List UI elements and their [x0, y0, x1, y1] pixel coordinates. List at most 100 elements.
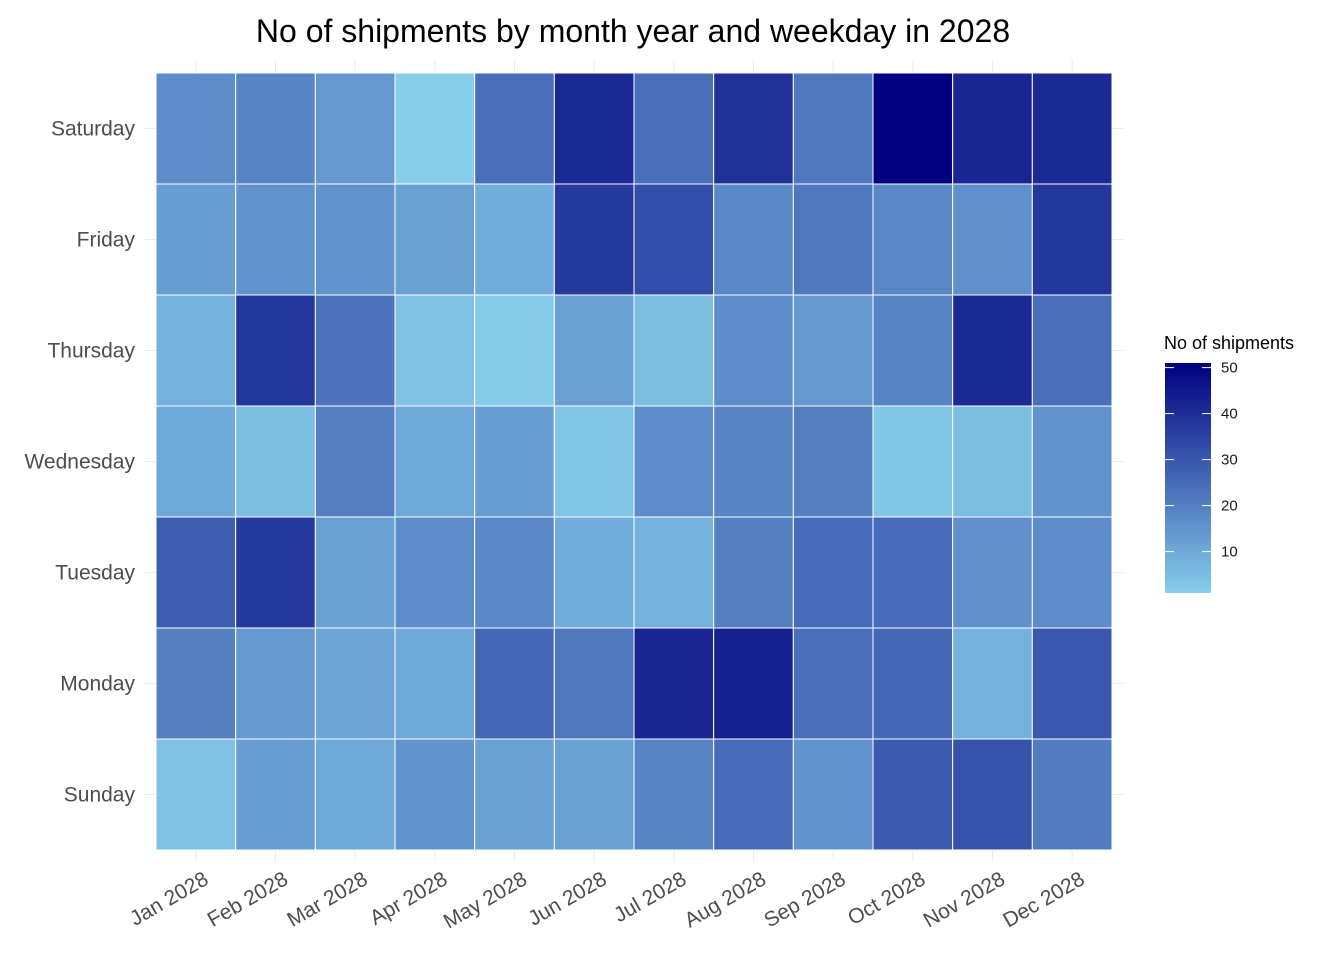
heatmap-cell — [633, 405, 715, 518]
legend-tick-label: 30 — [1221, 452, 1238, 469]
heatmap-cell — [314, 627, 396, 740]
heatmap-cells — [155, 72, 1113, 851]
heatmap-cell — [314, 72, 396, 185]
heatmap-cell — [553, 294, 635, 407]
heatmap-cell — [155, 183, 237, 296]
y-tick-label: Monday — [60, 673, 135, 696]
heatmap-cell — [952, 294, 1033, 407]
heatmap-cell — [633, 183, 715, 296]
legend-tick-label: 50 — [1221, 360, 1238, 377]
x-tick-label: Feb 2028 — [204, 867, 292, 931]
y-tick-label: Wednesday — [24, 451, 135, 474]
heatmap-cell — [713, 627, 794, 740]
heatmap-cell — [952, 72, 1033, 185]
heatmap-cell — [553, 627, 635, 740]
heatmap-cell — [394, 72, 476, 185]
x-tick-label: Dec 2028 — [999, 867, 1088, 932]
y-tick-label: Thursday — [47, 340, 135, 363]
heatmap-cell — [792, 627, 874, 740]
heatmap-cell — [713, 72, 794, 185]
heatmap-cell — [394, 405, 476, 518]
heatmap-cell — [235, 183, 316, 296]
heatmap-cell — [474, 738, 555, 851]
heatmap-cell — [1031, 738, 1113, 851]
legend-tick-label: 10 — [1221, 544, 1238, 561]
legend-tick-label: 40 — [1221, 406, 1238, 423]
heatmap-cell — [314, 516, 396, 629]
heatmap-cell — [394, 183, 476, 296]
heatmap-cell — [872, 183, 954, 296]
heatmap-cell — [952, 183, 1033, 296]
x-tick-label: Nov 2028 — [920, 867, 1009, 932]
heatmap-cell — [235, 516, 316, 629]
x-tick-label: Jan 2028 — [126, 867, 212, 930]
heatmap-cell — [952, 405, 1033, 518]
heatmap-cell — [1031, 405, 1113, 518]
heatmap-cell — [1031, 294, 1113, 407]
heatmap-cell — [872, 72, 954, 185]
heatmap-cell — [474, 627, 555, 740]
heatmap-cell — [155, 738, 237, 851]
heatmap-cell — [474, 72, 555, 185]
y-tick-label: Saturday — [51, 118, 136, 141]
legend-colorbar — [1165, 363, 1211, 593]
heatmap-cell — [792, 738, 874, 851]
heatmap-cell — [1031, 72, 1113, 185]
heatmap-cell — [633, 738, 715, 851]
heatmap-cell — [633, 627, 715, 740]
heatmap-cell — [792, 516, 874, 629]
heatmap-cell — [314, 738, 396, 851]
heatmap-cell — [872, 738, 954, 851]
x-tick-label: Jul 2028 — [610, 867, 690, 927]
heatmap-cell — [314, 405, 396, 518]
x-tick-label: Aug 2028 — [681, 867, 770, 932]
heatmap-cell — [394, 516, 476, 629]
heatmap-cell — [872, 627, 954, 740]
color-legend: No of shipments 10 20 30 40 50 — [1164, 333, 1294, 593]
heatmap-cell — [553, 183, 635, 296]
heatmap-cell — [235, 405, 316, 518]
heatmap-cell — [474, 405, 555, 518]
x-tick-label: Sep 2028 — [760, 867, 849, 932]
heatmap-cell — [394, 294, 476, 407]
x-tick-label: Apr 2028 — [366, 867, 451, 930]
chart-title: No of shipments by month year and weekda… — [256, 13, 1010, 49]
heatmap-cell — [872, 516, 954, 629]
heatmap-cell — [394, 738, 476, 851]
heatmap-cell — [155, 294, 237, 407]
y-tick-label: Friday — [77, 229, 136, 252]
heatmap-cell — [314, 183, 396, 296]
heatmap-cell — [1031, 183, 1113, 296]
heatmap-cell — [952, 516, 1033, 629]
heatmap-cell — [394, 627, 476, 740]
heatmap-cell — [1031, 516, 1113, 629]
legend-tick-label: 20 — [1221, 498, 1238, 515]
heatmap-cell — [235, 627, 316, 740]
heatmap-cell — [713, 294, 794, 407]
heatmap-cell — [1031, 627, 1113, 740]
heatmap-cell — [553, 405, 635, 518]
x-tick-label: Oct 2028 — [844, 867, 929, 930]
heatmap-cell — [474, 294, 555, 407]
heatmap-cell — [792, 405, 874, 518]
heatmap-cell — [633, 72, 715, 185]
heatmap-cell — [952, 738, 1033, 851]
x-tick-label: Mar 2028 — [283, 867, 371, 931]
heatmap-cell — [474, 183, 555, 296]
heatmap-cell — [952, 627, 1033, 740]
heatmap-cell — [792, 183, 874, 296]
y-tick-label: Sunday — [64, 784, 136, 807]
y-axis-tick-labels: Saturday Friday Thursday Wednesday Tuesday Mo… — [24, 118, 135, 807]
heatmap-cell — [235, 294, 316, 407]
heatmap-cell — [235, 738, 316, 851]
legend-title: No of shipments — [1164, 333, 1294, 353]
heatmap-cell — [713, 183, 794, 296]
x-tick-label: Jun 2028 — [524, 867, 610, 930]
heatmap-cell — [553, 738, 635, 851]
heatmap-cell — [553, 516, 635, 629]
heatmap-cell — [713, 405, 794, 518]
heatmap-cell — [792, 72, 874, 185]
heatmap-cell — [155, 405, 237, 518]
